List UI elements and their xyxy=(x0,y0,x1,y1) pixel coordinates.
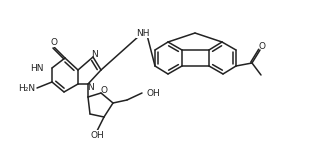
Text: N: N xyxy=(92,49,98,59)
Text: O: O xyxy=(51,37,58,47)
Text: N: N xyxy=(87,83,93,92)
Text: HN: HN xyxy=(31,64,44,72)
Text: OH: OH xyxy=(147,88,161,97)
Text: H₂N: H₂N xyxy=(18,84,35,92)
Text: NH: NH xyxy=(136,28,150,37)
Text: OH: OH xyxy=(90,131,104,140)
Text: O: O xyxy=(258,41,265,51)
Text: O: O xyxy=(100,85,107,95)
